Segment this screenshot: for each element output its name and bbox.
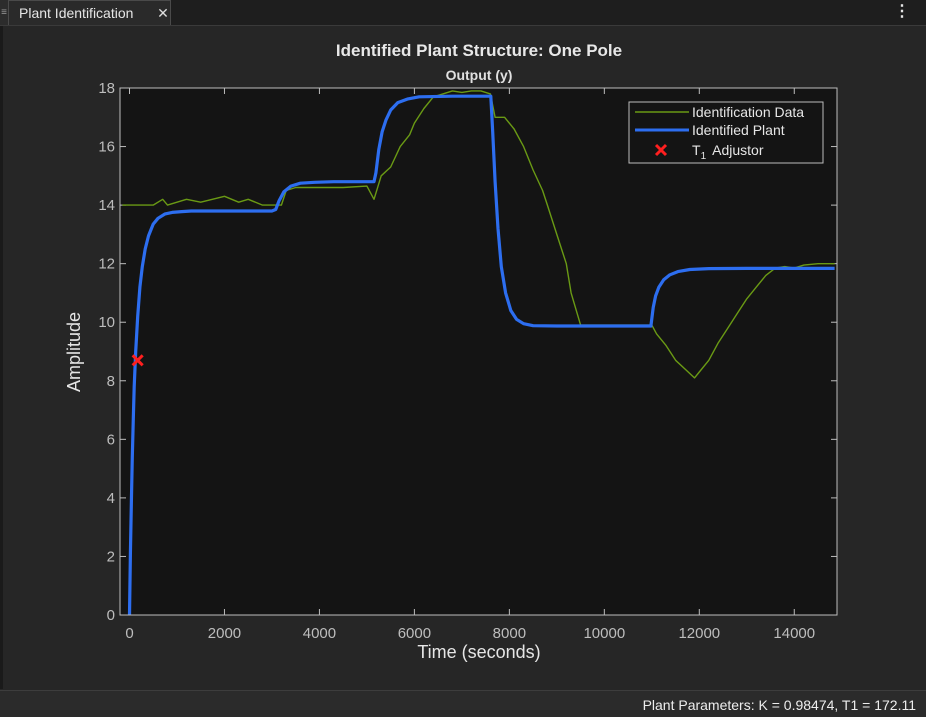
x-tick-label: 14000 bbox=[773, 625, 815, 642]
x-axis-label: Time (seconds) bbox=[417, 642, 540, 662]
legend[interactable]: Identification Data Identified Plant T1 A… bbox=[628, 101, 824, 164]
chart: Identified Plant Structure: One Pole Out… bbox=[64, 41, 838, 662]
y-tick-label: 14 bbox=[98, 197, 115, 214]
y-tick-label: 10 bbox=[98, 314, 115, 331]
legend-label-adjustor: T1 Adjustor bbox=[692, 142, 764, 162]
adjustor-marker[interactable] bbox=[131, 354, 144, 367]
identified-plant-line bbox=[127, 94, 835, 616]
legend-label-identified-plant: Identified Plant bbox=[692, 122, 785, 138]
y-tick-label: 0 bbox=[107, 607, 115, 624]
y-tick-label: 12 bbox=[98, 256, 115, 273]
x-tick-label: 12000 bbox=[678, 625, 720, 642]
y-tick-label: 4 bbox=[107, 490, 115, 507]
x-tick-label: 2000 bbox=[208, 625, 241, 642]
close-icon[interactable]: ✕ bbox=[157, 5, 169, 21]
x-tick-label: 0 bbox=[125, 625, 133, 642]
legend-swatch-adjustor bbox=[654, 143, 668, 157]
more-vertical-icon[interactable]: ⋮ bbox=[894, 3, 910, 20]
y-axis-label: Amplitude bbox=[64, 312, 84, 392]
status-bar: Plant Parameters: K = 0.98474, T1 = 172.… bbox=[0, 690, 926, 717]
figure-area: Identified Plant Structure: One Pole Out… bbox=[3, 26, 923, 689]
grip-icon[interactable]: ≡ bbox=[0, 0, 8, 25]
chart-lines bbox=[122, 90, 835, 616]
y-tick-label: 6 bbox=[107, 431, 115, 448]
tab-label: Plant Identification bbox=[19, 5, 134, 21]
y-tick-label: 8 bbox=[107, 373, 115, 390]
left-panel-edge bbox=[0, 26, 3, 689]
x-tick-label: 4000 bbox=[303, 625, 336, 642]
plant-parameters-text: Plant Parameters: K = 0.98474, T1 = 172.… bbox=[642, 697, 916, 713]
tab-bar: ≡ Plant Identification ✕ ⋮ bbox=[0, 0, 926, 26]
legend-label-identification-data: Identification Data bbox=[692, 104, 804, 120]
tab-plant-identification[interactable]: Plant Identification ✕ bbox=[8, 0, 171, 25]
adjustor-marker-stroke bbox=[131, 354, 144, 367]
y-tick-label: 2 bbox=[107, 548, 115, 565]
x-tick-label: 8000 bbox=[493, 625, 526, 642]
x-tick-label: 10000 bbox=[583, 625, 625, 642]
plot-area[interactable] bbox=[120, 88, 837, 615]
x-tick-label: 6000 bbox=[398, 625, 431, 642]
y-tick-label: 18 bbox=[98, 80, 115, 97]
chart-title: Identified Plant Structure: One Pole bbox=[336, 41, 622, 60]
y-tick-label: 16 bbox=[98, 139, 115, 156]
chart-subtitle: Output (y) bbox=[446, 67, 513, 83]
axes-box bbox=[119, 87, 838, 616]
axis-ticks: 0 2000 4000 6000 8000 10000 12000 14000 0 2 4 6 8 10 1… bbox=[98, 80, 837, 642]
